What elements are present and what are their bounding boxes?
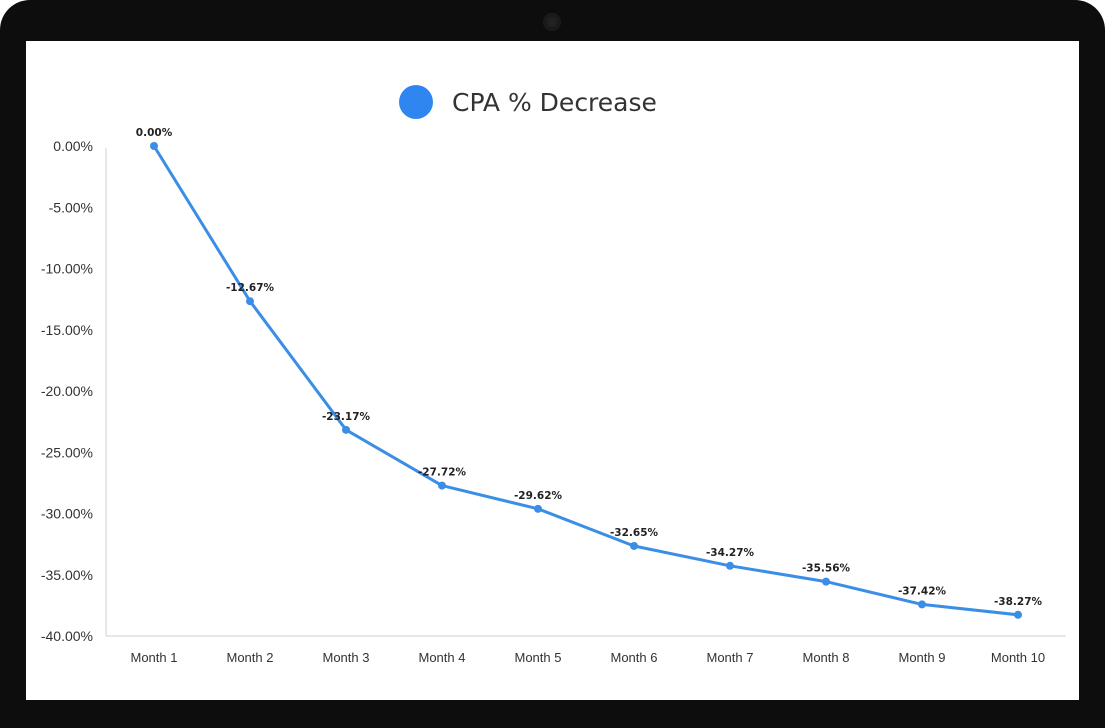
x-tick-label: Month 2 (227, 650, 274, 665)
data-label: -27.72% (418, 467, 467, 479)
y-tick-label: -20.00% (41, 383, 93, 399)
webcam-icon (543, 13, 561, 31)
legend-swatch-icon (399, 85, 433, 119)
data-label: -29.62% (514, 490, 563, 502)
data-point (246, 297, 254, 306)
x-tick-label: Month 10 (991, 650, 1045, 665)
data-label: 0.00% (136, 127, 173, 139)
x-tick-label: Month 9 (899, 650, 946, 665)
x-tick-label: Month 5 (515, 650, 562, 665)
line-chart: CPA % Decrease 0.00% -5.00% -10.00% -15.00%… (41, 85, 1066, 665)
y-tick-label: 0.00% (53, 138, 93, 154)
x-axis-ticks: Month 1 Month 2 Month 3 Month 4 Month 5 Month… (131, 650, 1046, 665)
data-point (342, 425, 350, 434)
y-tick-label: -25.00% (41, 444, 93, 460)
x-tick-label: Month 7 (707, 650, 754, 665)
chart-screen: CPA % Decrease 0.00% -5.00% -10.00% -15.00%… (26, 41, 1079, 700)
data-point (822, 577, 830, 586)
data-point (630, 541, 638, 550)
data-label: -35.56% (802, 563, 851, 575)
data-point (438, 481, 446, 490)
data-label: -12.67% (226, 282, 275, 294)
data-label: -37.42% (898, 585, 947, 597)
data-points (150, 142, 1022, 619)
y-tick-label: -5.00% (49, 199, 93, 215)
data-label: -34.27% (706, 547, 755, 559)
data-point (150, 142, 158, 150)
y-tick-label: -40.00% (41, 628, 93, 644)
y-tick-label: -15.00% (41, 322, 93, 338)
axes (105, 148, 1066, 637)
x-tick-label: Month 1 (131, 650, 178, 665)
data-point (918, 600, 926, 609)
x-tick-label: Month 8 (803, 650, 850, 665)
x-tick-label: Month 6 (611, 650, 658, 665)
data-label: -32.65% (610, 527, 659, 539)
legend: CPA % Decrease (399, 85, 657, 119)
series-line (152, 144, 1020, 617)
y-axis-ticks: 0.00% -5.00% -10.00% -15.00% -20.00% -25.00% -… (41, 138, 93, 644)
y-tick-label: -30.00% (41, 506, 93, 522)
data-label: -38.27% (994, 596, 1043, 608)
data-point (726, 561, 734, 570)
y-tick-label: -10.00% (41, 261, 93, 277)
x-tick-label: Month 3 (323, 650, 370, 665)
data-point (1014, 610, 1022, 619)
data-point (534, 504, 542, 513)
legend-label: CPA % Decrease (452, 88, 657, 117)
x-tick-label: Month 4 (419, 650, 466, 665)
y-tick-label: -35.00% (41, 567, 93, 583)
data-label: -23.17% (322, 411, 371, 423)
data-labels: 0.00% -12.67% -23.17% -27.72% -29.62% -32.65%… (136, 127, 1043, 608)
